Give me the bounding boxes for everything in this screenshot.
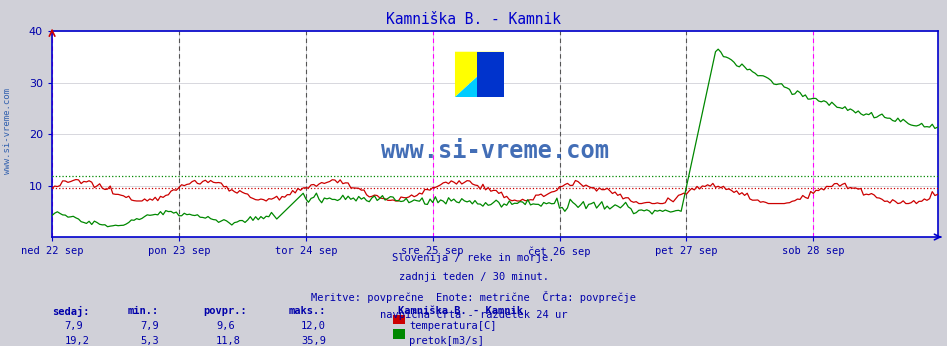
Text: min.:: min.: bbox=[128, 306, 159, 316]
Text: 9,6: 9,6 bbox=[216, 321, 235, 331]
Text: sedaj:: sedaj: bbox=[52, 306, 90, 317]
Text: 12,0: 12,0 bbox=[301, 321, 326, 331]
Bar bbox=[477, 52, 504, 97]
Text: navpična črta - razdelek 24 ur: navpična črta - razdelek 24 ur bbox=[380, 310, 567, 320]
Text: Meritve: povprečne  Enote: metrične  Črta: povprečje: Meritve: povprečne Enote: metrične Črta:… bbox=[311, 291, 636, 303]
Text: www.si-vreme.com: www.si-vreme.com bbox=[381, 138, 609, 163]
Text: 7,9: 7,9 bbox=[64, 321, 83, 331]
Text: pretok[m3/s]: pretok[m3/s] bbox=[409, 336, 484, 346]
Text: 11,8: 11,8 bbox=[216, 336, 241, 346]
Text: 5,3: 5,3 bbox=[140, 336, 159, 346]
Text: povpr.:: povpr.: bbox=[204, 306, 247, 316]
Text: 19,2: 19,2 bbox=[64, 336, 89, 346]
Polygon shape bbox=[455, 52, 504, 97]
Text: Slovenija / reke in morje.: Slovenija / reke in morje. bbox=[392, 253, 555, 263]
Text: www.si-vreme.com: www.si-vreme.com bbox=[3, 89, 12, 174]
Text: 7,9: 7,9 bbox=[140, 321, 159, 331]
Polygon shape bbox=[455, 52, 504, 97]
Text: maks.:: maks.: bbox=[289, 306, 327, 316]
Text: Kamniška B. - Kamnik: Kamniška B. - Kamnik bbox=[386, 12, 561, 27]
Text: Kamniška B. - Kamnik: Kamniška B. - Kamnik bbox=[398, 306, 523, 316]
Text: zadnji teden / 30 minut.: zadnji teden / 30 minut. bbox=[399, 272, 548, 282]
Text: temperatura[C]: temperatura[C] bbox=[409, 321, 496, 331]
Text: 35,9: 35,9 bbox=[301, 336, 326, 346]
